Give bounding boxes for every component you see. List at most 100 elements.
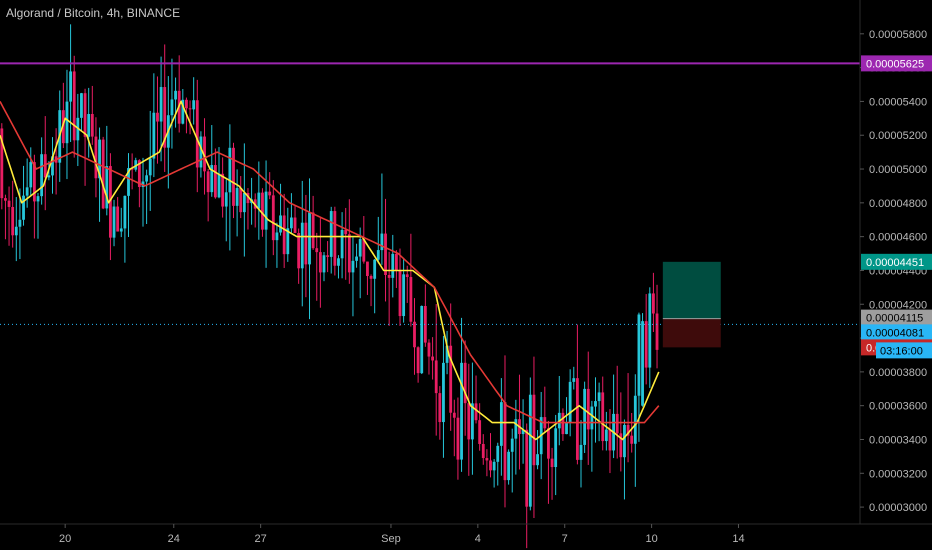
overlays [0, 62, 860, 348]
price-tag-bg [861, 324, 932, 341]
candle-body [261, 192, 264, 230]
candle-body [40, 154, 44, 197]
candle-body [492, 461, 496, 471]
candle-body [94, 136, 98, 179]
candle-body [594, 401, 597, 407]
candle-body [279, 215, 282, 233]
price-tag-label: 0.00004115 [866, 313, 923, 325]
candle-body [471, 403, 474, 440]
candle-body [427, 342, 431, 357]
candle-body [572, 378, 576, 382]
candle-body [597, 392, 601, 402]
candle-body [7, 200, 11, 207]
candle-body [242, 192, 246, 213]
x-tick-label: 20 [59, 533, 71, 545]
candle-body [47, 175, 51, 178]
candle-body [463, 362, 467, 404]
y-tick-label: 0.00003600 [869, 401, 927, 413]
candle-body [648, 293, 652, 368]
candle-body [239, 188, 243, 213]
candle-body [528, 394, 532, 507]
candle-body [72, 71, 76, 141]
candle-body [87, 114, 91, 137]
candle-body [148, 158, 152, 176]
candle-body [641, 321, 644, 406]
candle-body [420, 305, 424, 374]
candle-body [373, 259, 377, 279]
candle-body [185, 99, 188, 109]
candle-body [366, 261, 369, 276]
candle-body [217, 173, 221, 198]
candle-body [264, 191, 268, 230]
candle-body [14, 226, 18, 236]
candle-body [137, 160, 141, 187]
candle-body [195, 100, 199, 168]
y-tick-label: 0.00003400 [869, 434, 927, 446]
time-axis[interactable]: 20 24 27 Sep 4 7 10 14 [0, 523, 932, 545]
candle-body [130, 168, 134, 170]
y-tick-label: 0.00004600 [869, 232, 927, 244]
candle-body [69, 71, 72, 102]
candle-body [521, 429, 525, 435]
candle-body [188, 108, 192, 110]
candle-body [630, 435, 634, 444]
candle-body [228, 147, 232, 193]
profit-zone [662, 261, 721, 319]
candle-body [358, 239, 362, 257]
candle-body [489, 460, 492, 471]
candle-body [579, 444, 583, 460]
x-tick-label: 10 [645, 533, 657, 545]
candle-body [293, 217, 297, 233]
price-axis[interactable]: 0.00003000 0.00003200 0.00003400 0.00003600… [859, 0, 927, 524]
candle-body [409, 277, 413, 322]
candle-body [438, 393, 442, 423]
candle-body [36, 196, 40, 202]
y-tick-label: 0.00004200 [869, 299, 927, 311]
y-tick-label: 0.00004800 [869, 198, 927, 210]
candle-body [159, 87, 163, 122]
candle-body [116, 206, 120, 232]
candle-body [308, 212, 311, 265]
candle-body [18, 219, 22, 227]
candle-body [445, 345, 449, 363]
candle-body [394, 253, 398, 271]
candle-body [192, 100, 196, 110]
candle-body [550, 458, 554, 468]
candle-body [0, 128, 4, 199]
x-tick-label: 27 [255, 533, 267, 545]
candle-body [431, 356, 434, 361]
candle-body [514, 419, 518, 439]
candle-body [398, 270, 402, 317]
candle-body [123, 195, 127, 229]
price-tag-bg [861, 55, 932, 72]
candle-body [474, 403, 478, 421]
candle-body [297, 232, 301, 269]
price-tag-bg [861, 309, 932, 326]
candle-body [655, 313, 659, 350]
candle-body [315, 248, 319, 253]
candle-body [174, 90, 177, 100]
candle-body [623, 424, 626, 458]
candle-body [112, 206, 116, 238]
candle-body [652, 293, 655, 314]
candle-body [322, 255, 326, 273]
candle-body [449, 345, 453, 413]
x-tick-label: 4 [475, 533, 481, 545]
slow-moving-average-line [0, 101, 660, 424]
candle-body [608, 429, 612, 451]
candle-body [601, 392, 605, 442]
candle-body [90, 114, 94, 137]
price-tag-label: 0.00005625 [866, 58, 924, 70]
candle-body [224, 192, 228, 207]
candle-body [423, 305, 427, 343]
candle-body [61, 110, 65, 144]
candle-body [4, 198, 7, 201]
candle-body [369, 275, 373, 279]
candle-body [355, 256, 358, 261]
candle-body [329, 211, 333, 257]
candlesticks [0, 24, 659, 549]
candle-body [119, 228, 123, 232]
candle-body [203, 136, 206, 172]
loss-zone [662, 318, 721, 348]
